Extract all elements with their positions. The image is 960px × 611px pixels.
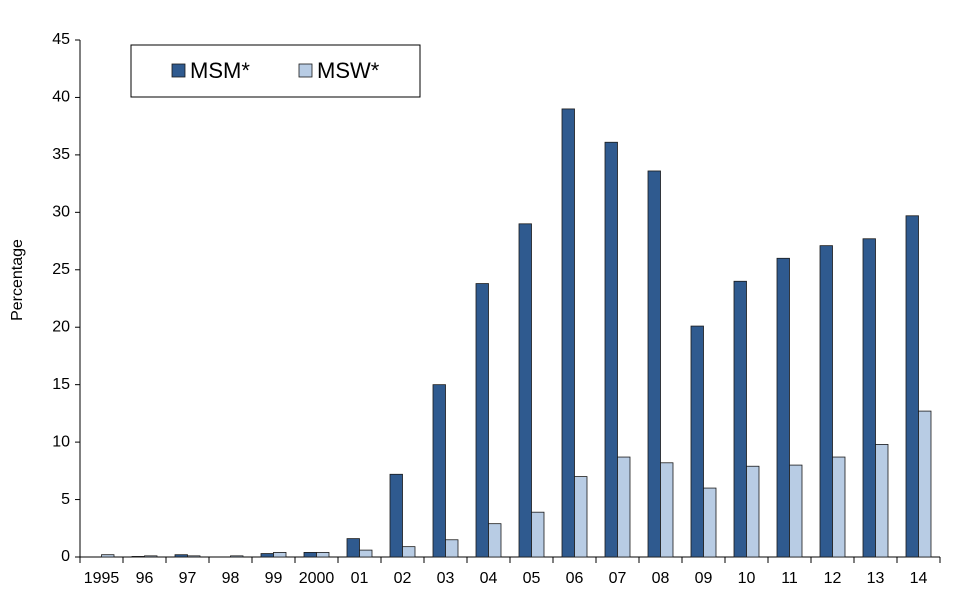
bar — [733, 280, 747, 558]
bar — [174, 554, 188, 558]
bar — [432, 384, 446, 558]
bar — [488, 523, 502, 558]
bar — [647, 170, 661, 558]
y-tick-label: 15 — [52, 376, 70, 393]
x-tick-label: 07 — [609, 570, 627, 587]
y-tick-label: 35 — [52, 146, 70, 163]
x-tick-label: 14 — [910, 570, 928, 587]
bar — [617, 456, 631, 558]
x-tick-label: 04 — [480, 570, 498, 587]
x-tick-label: 12 — [824, 570, 842, 587]
x-tick-label: 05 — [523, 570, 541, 587]
x-tick-label: 96 — [136, 570, 154, 587]
bar — [101, 554, 115, 558]
bar — [862, 238, 876, 558]
y-tick-label: 40 — [52, 89, 70, 106]
x-tick-label: 09 — [695, 570, 713, 587]
bar — [273, 552, 287, 558]
bar — [518, 223, 532, 558]
bar — [316, 552, 330, 558]
y-tick-label: 25 — [52, 261, 70, 278]
bar — [604, 141, 618, 558]
bar — [789, 464, 803, 558]
bar — [389, 473, 403, 558]
bar — [346, 538, 360, 558]
bar — [819, 245, 833, 558]
x-tick-label: 01 — [351, 570, 369, 587]
bar — [561, 108, 575, 558]
bar — [144, 555, 158, 558]
bar — [303, 552, 317, 558]
bar — [875, 444, 889, 558]
x-tick-label: 02 — [394, 570, 412, 587]
y-tick-label: 20 — [52, 318, 70, 335]
bar — [746, 465, 760, 558]
y-tick-label: 45 — [52, 31, 70, 48]
y-tick-label: 5 — [61, 491, 70, 508]
bar — [574, 476, 588, 558]
bar — [402, 546, 416, 558]
bar — [660, 462, 674, 558]
x-tick-label: 10 — [738, 570, 756, 587]
legend-label: MSM* — [190, 58, 250, 83]
bar — [475, 283, 489, 558]
bar — [905, 215, 919, 558]
x-tick-label: 11 — [781, 570, 798, 587]
y-tick-label: 0 — [61, 548, 70, 565]
x-tick-label: 06 — [566, 570, 584, 587]
bar — [531, 511, 545, 558]
bar — [918, 410, 932, 558]
x-tick-label: 97 — [179, 570, 197, 587]
x-tick-label: 98 — [222, 570, 240, 587]
x-tick-label: 1995 — [84, 570, 120, 587]
legend-label: MSW* — [317, 58, 380, 83]
legend-swatch — [171, 63, 186, 78]
x-tick-label: 2000 — [299, 570, 335, 587]
bar — [187, 555, 201, 558]
bar — [776, 257, 790, 558]
bar — [690, 325, 704, 558]
bar — [359, 549, 373, 558]
x-tick-label: 13 — [867, 570, 885, 587]
bar — [832, 456, 846, 558]
x-tick-label: 99 — [265, 570, 283, 587]
bar — [703, 487, 717, 558]
bar — [131, 556, 145, 558]
x-tick-label: 03 — [437, 570, 455, 587]
x-tick-label: 08 — [652, 570, 670, 587]
bar — [230, 555, 244, 558]
bar — [260, 553, 274, 558]
legend-swatch — [298, 63, 313, 78]
y-axis-label: Percentage — [9, 239, 26, 321]
bar — [445, 539, 459, 558]
y-tick-label: 10 — [52, 433, 70, 450]
y-tick-label: 30 — [52, 204, 70, 221]
